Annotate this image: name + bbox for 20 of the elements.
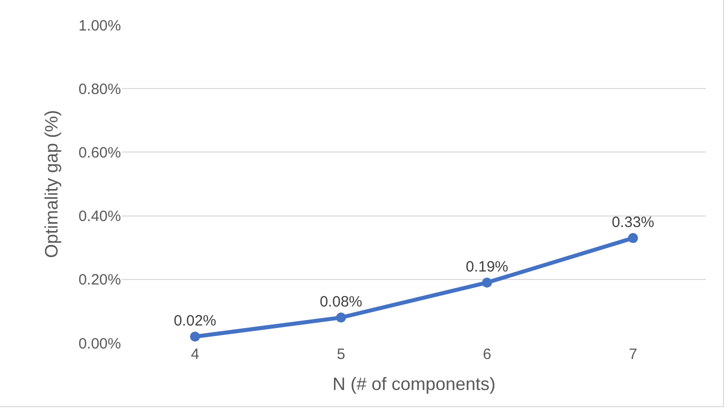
x-tick-label: 6	[482, 346, 492, 363]
y-tick-label: 0.00%	[78, 335, 121, 352]
y-tick-label: 0.40%	[78, 208, 121, 226]
y-tick-label: 0.60%	[78, 144, 121, 162]
x-tick-label: 7	[628, 346, 638, 363]
point	[482, 278, 492, 288]
x-axis-title: N (# of components)	[332, 374, 496, 394]
y-tick-label: 0.20%	[78, 272, 121, 289]
y-axis-title: Optimality gap (%)	[42, 110, 62, 258]
y-tick-label: 0.80%	[78, 80, 121, 98]
x-tick-label: 5	[336, 346, 346, 363]
x-tick-label: 4	[190, 346, 200, 363]
point	[628, 233, 638, 244]
data-label: 0.19%	[466, 258, 508, 276]
data-label: 0.02%	[174, 312, 216, 330]
point	[336, 312, 346, 323]
data-label: 0.08%	[320, 294, 362, 311]
data-label: 0.33%	[612, 214, 654, 232]
point	[190, 332, 200, 342]
y-tick-label: 1.00%	[78, 17, 121, 34]
